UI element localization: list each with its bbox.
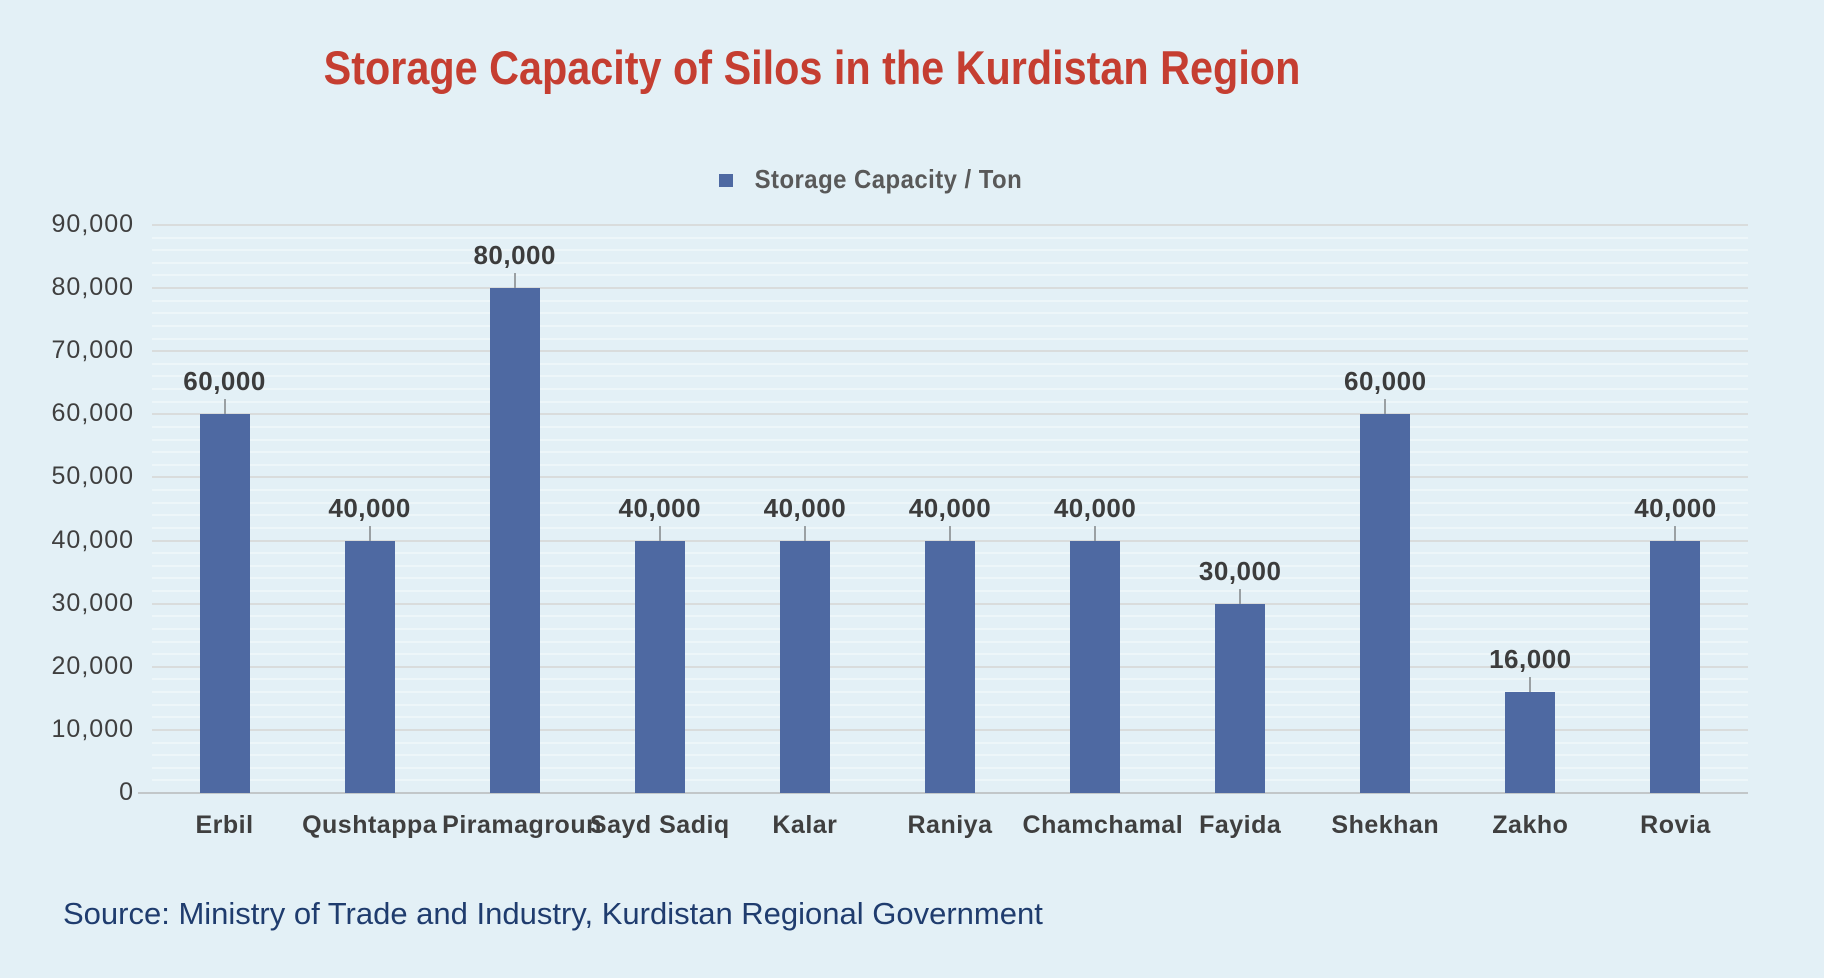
- y-axis-tick-label: 90,000: [51, 209, 134, 238]
- minor-gridline: [152, 337, 1748, 340]
- bar: [1215, 603, 1266, 793]
- minor-gridline: [152, 324, 1748, 327]
- minor-gridline: [152, 501, 1748, 504]
- value-leader-line: [223, 399, 226, 415]
- bar: [1505, 692, 1556, 793]
- minor-gridline: [152, 425, 1748, 428]
- value-leader-line: [949, 525, 951, 541]
- minor-gridline: [152, 274, 1748, 277]
- major-gridline: [152, 287, 1748, 290]
- value-leader-line: [658, 525, 661, 541]
- x-axis-category-label: Fayida: [1199, 811, 1282, 839]
- legend-label: Storage Capacity / Ton: [754, 164, 1022, 194]
- minor-gridline: [152, 451, 1748, 454]
- bar: [779, 540, 830, 793]
- legend-marker-icon: [718, 174, 733, 187]
- major-gridline: [152, 476, 1748, 479]
- major-gridline: [152, 413, 1748, 416]
- major-gridline: [152, 350, 1748, 353]
- bar-value-label: 16,000: [1489, 644, 1572, 675]
- value-leader-line: [368, 525, 371, 541]
- bar: [344, 540, 395, 793]
- minor-gridline: [152, 400, 1748, 403]
- value-leader-line: [1384, 399, 1387, 415]
- bar-value-label: 80,000: [473, 240, 556, 271]
- bar-value-label: 60,000: [183, 366, 266, 397]
- x-axis-line: [138, 792, 1748, 794]
- x-axis-category-label: Zakho: [1492, 811, 1569, 839]
- y-axis-tick-label: 50,000: [51, 462, 134, 491]
- legend: Storage Capacity / Ton: [0, 164, 1788, 195]
- bar-value-label: 40,000: [1634, 492, 1717, 523]
- source-note: Source: Ministry of Trade and Industry, …: [63, 896, 1043, 931]
- minor-gridline: [152, 236, 1748, 239]
- x-axis-category-label: Shekhan: [1331, 811, 1440, 839]
- x-axis-category-label: Kalar: [772, 811, 838, 839]
- y-axis-tick-label: 30,000: [51, 588, 134, 617]
- y-axis-tick-label: 10,000: [51, 714, 134, 743]
- y-axis-tick-label: 0: [119, 777, 134, 806]
- bar-value-label: 60,000: [1344, 366, 1427, 397]
- x-axis-category-label: Erbil: [195, 811, 254, 839]
- value-leader-line: [1239, 588, 1242, 604]
- chart-title: Storage Capacity of Silos in the Kurdist…: [323, 41, 1301, 94]
- minor-gridline: [152, 388, 1748, 391]
- x-axis-category-label: Rovia: [1640, 811, 1711, 839]
- x-axis-category-label: Piramagroun: [442, 811, 602, 839]
- bar-value-label: 40,000: [328, 492, 411, 523]
- minor-gridline: [152, 463, 1748, 466]
- major-gridline: [152, 224, 1748, 226]
- minor-gridline: [152, 375, 1748, 378]
- bar: [634, 540, 685, 793]
- minor-gridline: [152, 514, 1748, 517]
- x-axis-category-label: Chamchamal: [1022, 811, 1184, 839]
- value-leader-line: [513, 273, 516, 289]
- y-axis-tick-label: 70,000: [51, 336, 134, 365]
- minor-gridline: [152, 489, 1748, 492]
- bar-value-label: 40,000: [618, 492, 702, 523]
- bar: [489, 288, 540, 793]
- value-leader-line: [1529, 677, 1532, 693]
- minor-gridline: [152, 312, 1748, 315]
- plot-area: 0 10,000 20,000 30,000 40,000 50,000 60,000 70,…: [52, 210, 1748, 839]
- bar-value-label: 40,000: [763, 492, 847, 523]
- value-leader-line: [1674, 525, 1677, 541]
- bar: [1070, 540, 1121, 793]
- bar: [199, 414, 250, 793]
- bar: [1650, 540, 1701, 793]
- minor-gridline: [152, 261, 1748, 264]
- minor-gridline: [152, 249, 1748, 252]
- y-axis-tick-label: 80,000: [51, 273, 134, 302]
- bar-value-label: 30,000: [1198, 555, 1282, 586]
- minor-gridline: [152, 362, 1748, 365]
- bar-value-label: 40,000: [1053, 492, 1137, 523]
- y-axis-tick-label: 60,000: [51, 399, 134, 428]
- minor-gridline: [152, 438, 1748, 441]
- y-axis-tick-label: 20,000: [51, 651, 134, 680]
- x-axis-category-label: Raniya: [907, 811, 993, 839]
- value-leader-line: [1094, 525, 1097, 541]
- bar: [925, 540, 975, 793]
- y-axis-tick-label: 40,000: [51, 525, 134, 554]
- x-axis-category-label: Sayd Sadiq: [589, 811, 730, 839]
- x-axis-category-label: Qushtappa: [302, 811, 438, 839]
- minor-gridline: [152, 299, 1748, 302]
- bar: [1360, 414, 1411, 793]
- value-leader-line: [803, 525, 806, 541]
- bar-value-label: 40,000: [908, 492, 992, 523]
